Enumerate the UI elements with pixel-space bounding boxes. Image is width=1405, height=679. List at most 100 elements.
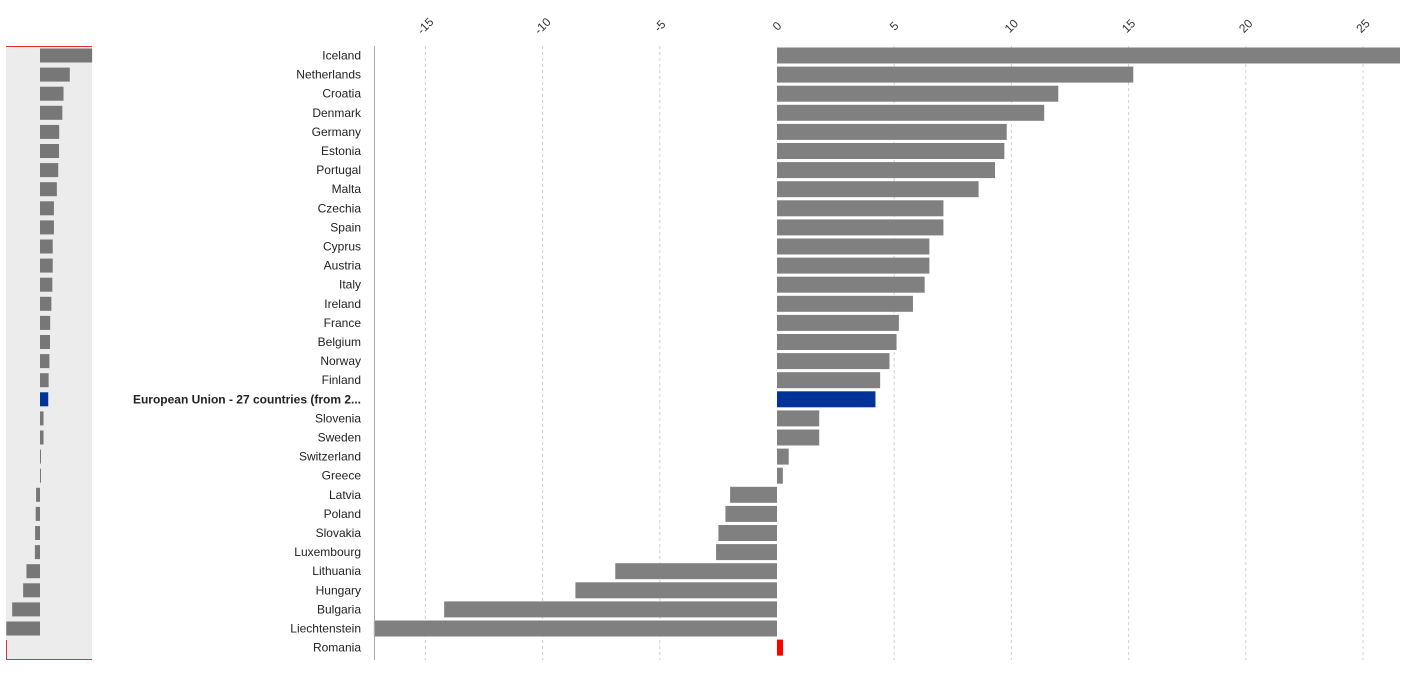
minimap-bar bbox=[35, 506, 40, 521]
x-tick-label: -5 bbox=[651, 17, 669, 35]
bar-european-union-27-countries-from-2-[interactable] bbox=[777, 391, 876, 408]
category-label: Austria bbox=[324, 259, 362, 273]
x-tick-label: 25 bbox=[1353, 16, 1373, 36]
overview-minimap[interactable] bbox=[6, 46, 93, 660]
x-tick-label: -10 bbox=[532, 15, 554, 37]
bar-bulgaria[interactable] bbox=[444, 601, 777, 618]
bar-croatia[interactable] bbox=[777, 85, 1059, 102]
minimap-bar bbox=[40, 124, 60, 139]
category-label: France bbox=[324, 316, 362, 330]
bar-cyprus[interactable] bbox=[777, 238, 930, 255]
minimap-bar bbox=[36, 487, 40, 502]
minimap-bar bbox=[40, 258, 53, 273]
bar-greece[interactable] bbox=[777, 467, 783, 484]
category-label: Portugal bbox=[316, 163, 361, 177]
bar-iceland[interactable] bbox=[777, 47, 1400, 64]
bar-norway[interactable] bbox=[777, 353, 890, 370]
bar-estonia[interactable] bbox=[777, 143, 1005, 159]
minimap-bar bbox=[34, 545, 40, 560]
bar-germany[interactable] bbox=[777, 123, 1007, 140]
bar-liechtenstein[interactable] bbox=[373, 620, 777, 637]
category-label: Spain bbox=[330, 220, 361, 234]
minimap-bar bbox=[40, 430, 44, 445]
bar-latvia[interactable] bbox=[730, 486, 777, 503]
minimap-bar bbox=[40, 449, 41, 464]
minimap-bar bbox=[35, 526, 40, 540]
bar-france[interactable] bbox=[777, 314, 899, 331]
category-label: Sweden bbox=[318, 431, 361, 445]
x-tick-label: 20 bbox=[1236, 16, 1256, 36]
minimap-bar bbox=[40, 373, 49, 388]
bar-belgium[interactable] bbox=[777, 334, 897, 350]
minimap-bar bbox=[23, 583, 40, 598]
minimap-bar bbox=[40, 392, 49, 407]
minimap-bar bbox=[40, 411, 44, 426]
minimap-bar bbox=[40, 315, 51, 330]
category-label: Denmark bbox=[312, 106, 362, 120]
category-label: Romania bbox=[313, 641, 361, 655]
category-label: Ireland bbox=[324, 297, 361, 311]
bar-netherlands[interactable] bbox=[777, 66, 1134, 83]
bar-italy[interactable] bbox=[777, 276, 925, 293]
minimap-bar bbox=[40, 201, 54, 216]
bar-czechia[interactable] bbox=[777, 200, 944, 217]
x-tick-label: -15 bbox=[414, 15, 436, 37]
bar-malta[interactable] bbox=[777, 181, 979, 198]
category-label: Slovakia bbox=[316, 526, 362, 540]
bar-romania[interactable] bbox=[777, 639, 783, 656]
bar-poland[interactable] bbox=[725, 505, 777, 522]
category-label: Luxembourg bbox=[294, 545, 361, 559]
minimap-bar bbox=[40, 67, 70, 82]
category-label: Latvia bbox=[329, 488, 361, 502]
category-label: Croatia bbox=[322, 87, 361, 101]
category-label: Finland bbox=[322, 373, 361, 387]
bar-denmark[interactable] bbox=[777, 104, 1045, 121]
minimap-bar bbox=[40, 105, 63, 120]
minimap-bar bbox=[40, 48, 93, 63]
category-label: Bulgaria bbox=[317, 602, 361, 616]
minimap-bar bbox=[40, 182, 57, 197]
x-tick-label: 0 bbox=[770, 18, 785, 33]
category-labels: Iceland Netherlands Croatia Denmark Germany E… bbox=[133, 49, 362, 655]
bar-sweden[interactable] bbox=[777, 429, 820, 446]
bar-ireland[interactable] bbox=[777, 295, 913, 312]
bar-portugal[interactable] bbox=[777, 162, 995, 179]
category-label: Lithuania bbox=[312, 564, 361, 578]
minimap-bar bbox=[40, 335, 50, 349]
x-tick-label: 15 bbox=[1119, 16, 1139, 36]
minimap-bar bbox=[40, 220, 54, 235]
bar-finland[interactable] bbox=[777, 372, 881, 389]
minimap-bar bbox=[40, 163, 59, 178]
category-label: Czechia bbox=[318, 201, 362, 215]
category-label: Belgium bbox=[318, 335, 361, 349]
category-label: Switzerland bbox=[299, 450, 361, 464]
minimap-bar bbox=[6, 621, 40, 636]
category-label: Germany bbox=[312, 125, 361, 139]
minimap-bar bbox=[26, 564, 40, 579]
x-tick-label: 5 bbox=[887, 18, 902, 33]
minimap-bar bbox=[12, 602, 41, 617]
category-label: Malta bbox=[332, 182, 362, 196]
category-label: Slovenia bbox=[315, 411, 361, 425]
category-label: Iceland bbox=[322, 49, 361, 63]
category-label: Greece bbox=[322, 469, 362, 483]
bar-slovenia[interactable] bbox=[777, 410, 820, 427]
bar-luxembourg[interactable] bbox=[716, 544, 777, 561]
category-label: Norway bbox=[320, 354, 361, 368]
bar-spain[interactable] bbox=[777, 219, 944, 236]
minimap-bar bbox=[40, 86, 64, 101]
minimap-bar bbox=[40, 277, 53, 292]
category-label: Italy bbox=[339, 278, 361, 292]
bar-hungary[interactable] bbox=[575, 582, 777, 599]
minimap-bar bbox=[40, 239, 53, 254]
minimap-bar bbox=[40, 144, 60, 158]
category-label: European Union - 27 countries (from 2... bbox=[133, 392, 361, 406]
bar-lithuania[interactable] bbox=[615, 563, 777, 580]
category-label: Netherlands bbox=[296, 68, 361, 82]
category-label: Liechtenstein bbox=[290, 622, 361, 636]
bar-switzerland[interactable] bbox=[777, 448, 789, 465]
bar-slovakia[interactable] bbox=[718, 525, 777, 541]
bar-austria[interactable] bbox=[777, 257, 930, 274]
minimap-bar bbox=[40, 296, 52, 311]
